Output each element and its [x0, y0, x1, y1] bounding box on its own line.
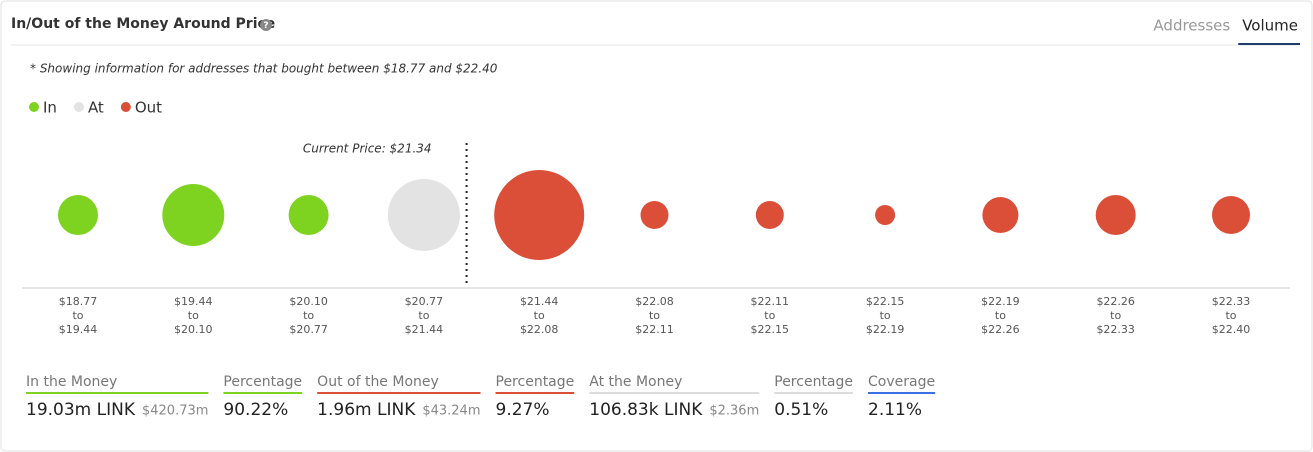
stat-label: At the Money — [589, 374, 682, 390]
stat-label: In the Money — [26, 374, 117, 390]
bubble[interactable] — [875, 205, 896, 225]
bubble[interactable] — [162, 184, 225, 246]
legend-swatch — [29, 102, 39, 112]
range-joiner: to — [995, 309, 1006, 322]
stat-value: 9.27% — [496, 400, 550, 420]
current-price-label: Current Price: $21.34 — [303, 142, 432, 156]
bubble[interactable] — [58, 195, 98, 235]
range-from: $19.44 — [174, 295, 213, 308]
range-to: $21.44 — [405, 323, 444, 336]
range-to: $22.08 — [520, 323, 559, 336]
stat-value: 19.03m LINK — [26, 400, 136, 420]
range-from: $22.15 — [866, 295, 905, 308]
range-from: $20.77 — [405, 295, 444, 308]
stat-value: 2.11% — [868, 400, 922, 420]
bubble[interactable] — [982, 197, 1019, 233]
range-from: $22.19 — [981, 295, 1020, 308]
legend-swatch — [73, 102, 84, 112]
stat-label: Out of the Money — [317, 374, 439, 390]
range-from: $18.77 — [59, 295, 98, 308]
range-joiner: to — [72, 309, 83, 322]
tab[interactable]: Volume — [1242, 17, 1298, 35]
help-icon[interactable] — [260, 19, 272, 31]
range-to: $20.10 — [174, 323, 213, 336]
range-joiner: to — [534, 309, 545, 322]
bubble[interactable] — [387, 179, 460, 251]
stat-sub: $43.24m — [422, 404, 480, 419]
title: In/Out of the Money Around Price — [11, 16, 275, 32]
range-joiner: to — [1110, 309, 1121, 322]
stat-value: 90.22% — [223, 400, 288, 420]
range-joiner: to — [880, 309, 891, 322]
range-joiner: to — [188, 309, 199, 322]
bubble[interactable] — [755, 201, 784, 229]
bubble[interactable] — [640, 201, 669, 229]
range-to: $22.40 — [1212, 323, 1251, 336]
range-from: $21.44 — [520, 295, 559, 308]
legend-swatch — [120, 102, 131, 112]
range-joiner: to — [649, 309, 660, 322]
range-to: $19.44 — [59, 323, 98, 336]
range-from: $22.08 — [635, 295, 674, 308]
tab[interactable]: Addresses — [1153, 17, 1230, 35]
bubble[interactable] — [288, 195, 329, 235]
range-to: $22.11 — [635, 323, 674, 336]
bubble[interactable] — [494, 170, 585, 260]
stat-value: 0.51% — [774, 400, 828, 420]
stat-label: Percentage — [774, 374, 853, 390]
range-to: $22.26 — [981, 323, 1020, 336]
range-joiner: to — [1225, 309, 1236, 322]
stat-value: 1.96m LINK — [317, 400, 416, 420]
stat-value: 106.83k LINK — [589, 400, 703, 420]
legend-label: Out — [135, 99, 162, 117]
range-from: $22.26 — [1096, 295, 1135, 308]
range-joiner: to — [418, 309, 429, 322]
range-to: $20.77 — [289, 323, 328, 336]
legend-label: In — [43, 99, 57, 117]
stat-sub: $420.73m — [142, 404, 208, 419]
range-to: $22.19 — [866, 323, 905, 336]
range-joiner: to — [303, 309, 314, 322]
bubble[interactable] — [1212, 196, 1250, 234]
range-from: $20.10 — [289, 295, 328, 308]
note: * Showing information for addresses that… — [30, 62, 498, 76]
stat-label: Coverage — [868, 374, 935, 390]
range-from: $22.33 — [1212, 295, 1251, 308]
range-to: $22.33 — [1096, 323, 1135, 336]
bubble[interactable] — [1095, 195, 1136, 235]
stat-sub: $2.36m — [709, 404, 759, 419]
legend-label: At — [88, 99, 104, 117]
help-icon-glyph: ? — [263, 21, 268, 31]
stat-label: Percentage — [496, 374, 575, 390]
stat-label: Percentage — [223, 374, 302, 390]
range-to: $22.15 — [751, 323, 790, 336]
range-from: $22.11 — [751, 295, 790, 308]
range-joiner: to — [764, 309, 775, 322]
